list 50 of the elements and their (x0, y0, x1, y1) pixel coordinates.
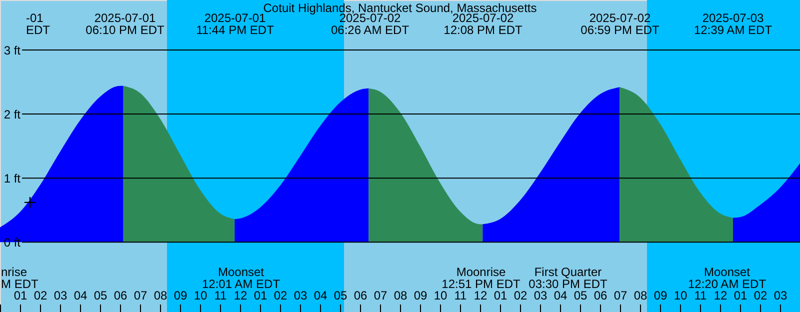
x-tick-label: 01 (14, 288, 28, 302)
x-tick-label: 04 (554, 288, 568, 302)
x-tick-label: 11 (454, 288, 468, 302)
x-tick-label: 05 (94, 288, 108, 302)
x-tick-label: 02 (274, 288, 288, 302)
x-tick-label: 03 (294, 288, 308, 302)
annotation: nrise M EDT (1, 265, 39, 291)
y-tick-label: 1 ft (4, 172, 22, 186)
x-tick-label: 08 (394, 288, 408, 302)
x-tick-label: 06 (354, 288, 368, 302)
x-tick-label: 09 (414, 288, 428, 302)
x-tick-label: 04 (314, 288, 328, 302)
x-tick-label: 03 (534, 288, 548, 302)
x-tick-label: 04 (74, 288, 88, 302)
x-tick-label: 09 (174, 288, 188, 302)
x-tick-label: 07 (134, 288, 148, 302)
x-tick-label: 05 (574, 288, 588, 302)
x-tick-label: 09 (654, 288, 668, 302)
x-tick-label: 01 (734, 288, 748, 302)
y-tick-label: 3 ft (4, 43, 22, 58)
x-tick-label: 12 (234, 288, 248, 302)
annotation: 2025-07-01 06:10 PM EDT (86, 11, 166, 37)
y-tick-label: 2 ft (4, 108, 22, 122)
x-tick-label: 01 (494, 288, 508, 302)
annotation: Moonrise 12:51 PM EDT (442, 265, 522, 291)
x-tick-label: 12 (474, 288, 488, 302)
x-tick-label: 08 (154, 288, 168, 302)
x-tick-label: 10 (194, 288, 208, 302)
annotation: 2025-07-03 12:39 AM EDT (694, 11, 773, 37)
x-tick-label: 02 (34, 288, 48, 302)
x-tick-label: 11 (694, 288, 708, 302)
x-tick-label: 02 (514, 288, 528, 302)
x-tick-label: 07 (614, 288, 628, 302)
x-tick-label: 12 (714, 288, 728, 302)
x-tick-label: 08 (634, 288, 648, 302)
annotation: Moonset 12:01 AM EDT (202, 265, 281, 291)
annotation: First Quarter 03:30 PM EDT (528, 265, 608, 291)
x-tick-label: 03 (54, 288, 68, 302)
x-tick-label: 10 (674, 288, 688, 302)
annotation: Moonset 12:20 AM EDT (688, 265, 767, 291)
x-tick-label: 03 (774, 288, 788, 302)
x-tick-label: 11 (214, 288, 228, 302)
x-tick-label: 01 (254, 288, 268, 302)
x-tick-label: 07 (374, 288, 388, 302)
annotation: -01 EDT (26, 11, 51, 37)
x-tick-label: 05 (334, 288, 348, 302)
x-tick-label: 06 (594, 288, 608, 302)
x-tick-label: 10 (434, 288, 448, 302)
x-tick-label: 06 (114, 288, 128, 302)
x-tick-label: 02 (754, 288, 768, 302)
